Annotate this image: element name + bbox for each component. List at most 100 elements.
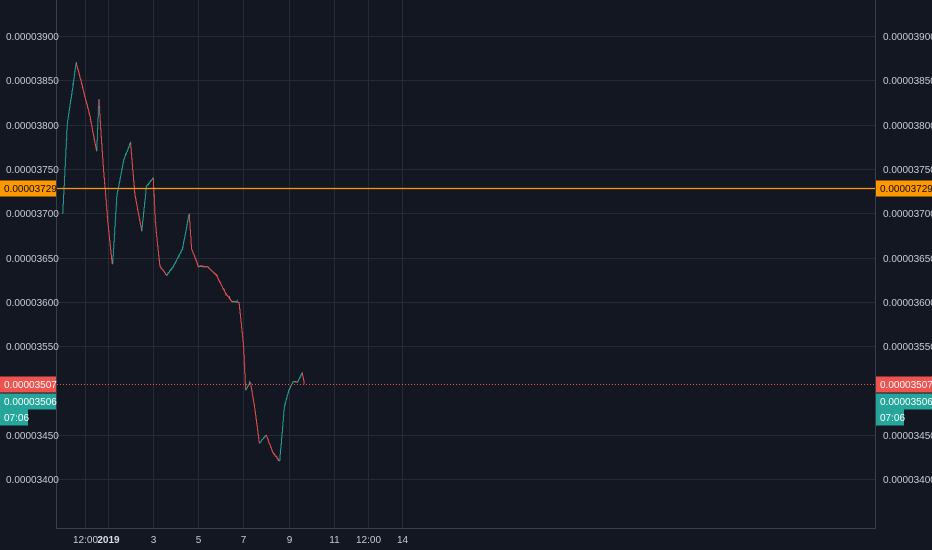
axes xyxy=(56,0,876,529)
candle-body xyxy=(174,262,176,264)
candle-body xyxy=(260,441,262,443)
candle-body xyxy=(107,216,109,223)
candle-body xyxy=(109,235,110,241)
candle-body xyxy=(236,301,238,303)
candle-body xyxy=(185,232,186,235)
candle-body xyxy=(155,227,157,233)
candle-body xyxy=(244,373,246,384)
candle-body xyxy=(290,384,292,386)
candle-body xyxy=(192,251,194,254)
candle-body xyxy=(258,441,260,444)
candle-body xyxy=(214,272,215,274)
candle-body xyxy=(224,291,226,293)
candle-body xyxy=(204,266,206,268)
candle-body xyxy=(73,74,75,79)
candle-body xyxy=(127,148,129,151)
candle-body xyxy=(188,214,190,216)
candle-body xyxy=(89,116,91,120)
candle-body xyxy=(246,387,248,389)
candle-body xyxy=(177,257,178,259)
candle-body xyxy=(297,381,298,383)
candle-body xyxy=(216,275,217,276)
candle-body xyxy=(113,248,114,256)
candle-body xyxy=(138,214,140,217)
candle-body xyxy=(197,264,198,266)
candle-body xyxy=(106,205,108,211)
candle-body xyxy=(104,183,106,189)
candle-body xyxy=(269,443,271,445)
countdown-tag xyxy=(876,409,904,426)
candle-body xyxy=(268,440,270,443)
candle-body xyxy=(201,265,203,267)
time-axis[interactable]: 12:00 2019 3 5 7 9 11 12:00 14 xyxy=(73,535,409,546)
candle-body xyxy=(300,375,302,377)
candle-body xyxy=(287,392,289,395)
candle-body xyxy=(64,166,66,177)
candle-body xyxy=(190,229,191,237)
candle-body xyxy=(193,255,195,257)
candle-body xyxy=(128,146,130,148)
candle-body xyxy=(270,447,272,449)
candle-body xyxy=(217,277,219,279)
candle-body xyxy=(187,219,189,223)
candle-body xyxy=(127,150,128,152)
candle-body xyxy=(238,301,240,305)
candle-body xyxy=(130,142,132,148)
candle-body xyxy=(225,292,226,294)
y-tick-label: 0.00003750 xyxy=(6,165,59,176)
candle-body xyxy=(296,381,297,383)
candle-body xyxy=(162,270,164,271)
candle-body xyxy=(129,144,130,147)
candle-body xyxy=(193,253,194,255)
candle-body xyxy=(144,198,146,203)
candle-body xyxy=(134,192,136,197)
candle-body xyxy=(218,278,219,280)
candle-body xyxy=(200,265,201,267)
candle-body xyxy=(231,301,233,303)
candle-body xyxy=(155,222,157,228)
candle-body xyxy=(261,439,263,441)
candle-body xyxy=(147,184,149,186)
right-price-axis[interactable]: 0.00003900 0.00003850 0.00003800 0.00003750… xyxy=(883,32,932,486)
candle-body xyxy=(291,383,293,384)
candle-body xyxy=(298,378,300,380)
price-lines xyxy=(57,187,875,385)
candle-body xyxy=(97,117,99,129)
candle-body xyxy=(113,234,115,242)
candle-body xyxy=(104,177,105,184)
candle-body xyxy=(261,439,263,441)
y-tick-label: 0.00003700 xyxy=(883,209,932,220)
candle-body xyxy=(257,430,259,435)
candle-body xyxy=(166,274,168,276)
candle-body xyxy=(168,272,169,274)
candle-body xyxy=(167,272,169,275)
candle-body xyxy=(272,452,274,453)
candle-body xyxy=(228,297,230,299)
candle-body xyxy=(210,269,212,271)
candle-body xyxy=(148,183,150,184)
candle-body xyxy=(103,171,105,178)
candle-body xyxy=(208,266,209,268)
candle-body xyxy=(173,265,174,267)
x-tick-label: 12:00 xyxy=(356,535,381,546)
candle-body xyxy=(290,386,291,388)
candle-body xyxy=(108,231,110,236)
candle-body xyxy=(129,142,131,144)
price-tags: 0.00003729 0.00003729 0.00003507 0.00003507… xyxy=(0,180,932,426)
candle-body xyxy=(279,460,280,462)
candle-body xyxy=(203,266,205,268)
candle-body xyxy=(193,254,195,256)
candle-body xyxy=(91,126,93,129)
candle-body xyxy=(118,183,120,187)
candle-body xyxy=(80,78,81,80)
y-tick-label: 0.00003850 xyxy=(883,76,932,87)
left-price-axis[interactable]: 0.00003900 0.00003850 0.00003800 0.00003750… xyxy=(6,32,59,486)
candle-body xyxy=(225,293,227,295)
candle-body xyxy=(250,383,252,387)
candle-body xyxy=(89,114,91,117)
candle-body xyxy=(239,304,240,310)
candle-body xyxy=(142,221,143,227)
candle-body xyxy=(205,266,207,268)
candle-body xyxy=(234,301,236,303)
